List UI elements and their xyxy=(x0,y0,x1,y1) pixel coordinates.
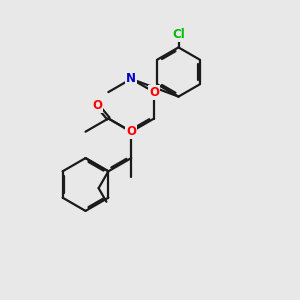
Text: N: N xyxy=(126,72,136,86)
Text: O: O xyxy=(149,85,159,99)
Text: O: O xyxy=(126,125,136,138)
Text: Cl: Cl xyxy=(172,28,185,41)
Text: O: O xyxy=(92,99,102,112)
